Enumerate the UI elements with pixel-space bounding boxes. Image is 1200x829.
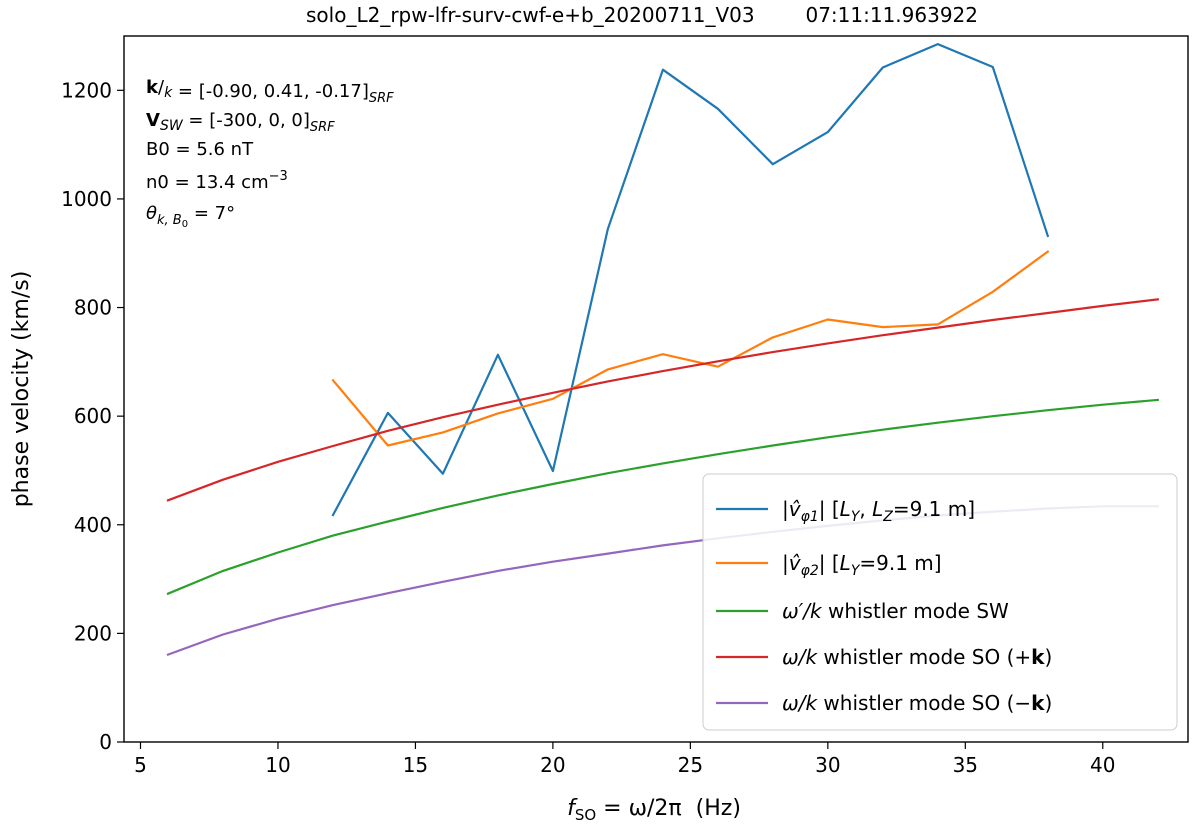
y-tick-label: 400 (74, 513, 112, 537)
legend-sub: φ2 (801, 563, 819, 579)
x-tick-label: 10 (265, 753, 290, 777)
legend-l: L (840, 497, 851, 521)
legend-bold: k (1031, 645, 1045, 669)
annotation-line-1: k/k = [-0.90, 0.41, -0.17]SRF (146, 77, 394, 106)
legend-bar: | (782, 497, 789, 521)
legend-rest: whistler mode SO (+ (817, 645, 1031, 669)
legend-l2sub: Z (882, 509, 893, 525)
y-tick-label: 1000 (61, 187, 112, 211)
legend-sub: φ1 (801, 509, 819, 525)
x-tick-label: 25 (678, 753, 703, 777)
x-axis-label-main: f (567, 796, 578, 821)
annotation-line-5: θk, B0 = 7° (146, 203, 235, 230)
x-tick-label: 15 (403, 753, 428, 777)
annotation-sub: k, B (157, 213, 182, 228)
y-tick-label: 1200 (61, 78, 112, 102)
x-axis-label: fSO = ω/2π (Hz) (567, 796, 741, 824)
legend-box (702, 473, 1178, 731)
y-axis-label: phase velocity (km/s) (9, 271, 34, 508)
annotation-line-4: n0 = 13.4 cm−3 (146, 169, 288, 193)
annotation-bold: k (146, 77, 159, 98)
legend-label-5: ω/k whistler mode SO (−k) (782, 691, 1052, 715)
y-tick-label: 600 (74, 404, 112, 428)
x-tick-label: 35 (953, 753, 978, 777)
annotation-ital-sub: k (164, 85, 173, 101)
y-tick-label: 200 (74, 621, 112, 645)
annotation-sub: SRF (369, 91, 394, 106)
plot-area (123, 35, 1189, 743)
y-tick-label: 0 (99, 730, 112, 754)
legend-l: L (840, 551, 851, 575)
x-axis: 5 10 15 20 25 30 35 40 (134, 742, 1115, 777)
legend-bracket: | [ (819, 497, 840, 521)
legend-value: =9.1 m] (893, 497, 975, 521)
legend-rest: whistler mode SO (− (817, 691, 1031, 715)
legend: |v̂φ1| [LY, LZ=9.1 m]|v̂φ2| [LY=9.1 m]ω′… (702, 473, 1178, 731)
x-axis-label-rest: = ω/2π (Hz) (596, 796, 741, 821)
legend-bar: | (782, 551, 789, 575)
legend-label-2: |v̂φ2| [LY=9.1 m] (782, 551, 942, 579)
annotation-sup: −3 (269, 169, 288, 184)
legend-end: ) (1044, 645, 1052, 669)
legend-label-4: ω/k whistler mode SO (+k) (782, 645, 1052, 669)
series-layer (166, 42, 1160, 657)
annotation-rest: = [-300, 0, 0] (183, 110, 310, 131)
annotation-mid: / (158, 77, 165, 98)
x-tick-label: 20 (540, 753, 565, 777)
legend-ital: ω/k (782, 645, 818, 669)
series-line-2 (331, 250, 1050, 447)
y-tick-label: 800 (74, 296, 112, 320)
legend-bold: k (1031, 691, 1045, 715)
legend-ital: ω/k (782, 691, 818, 715)
x-tick-label: 40 (1090, 753, 1115, 777)
legend-label-3: ω′/k whistler mode SW (782, 599, 1009, 623)
y-axis: 0 200 400 600 800 1000 1200 (61, 78, 124, 754)
legend-comma: , (859, 497, 872, 521)
legend-v: v̂ (789, 551, 802, 575)
legend-l2: L (872, 497, 883, 521)
annotation-line-2: VSW = [-300, 0, 0]SRF (146, 110, 335, 135)
annotation-sub: SRF (310, 120, 335, 135)
annotation-rest: = [-0.90, 0.41, -0.17] (172, 81, 369, 102)
series-line-1 (331, 42, 1050, 517)
series-line-3 (166, 398, 1159, 596)
annotation-ital: θ (146, 203, 157, 224)
x-tick-label: 30 (815, 753, 840, 777)
legend-bracket: | [ (819, 551, 840, 575)
annotation-sub2: 0 (182, 219, 188, 230)
annotation-text: n0 = 13.4 cm (146, 172, 269, 193)
annotation-text: B0 = 5.6 nT (146, 139, 254, 160)
legend-rest: whistler mode SW (822, 599, 1009, 623)
legend-ital: ω′/k (782, 599, 823, 623)
annotation-line-3: B0 = 5.6 nT (146, 139, 254, 160)
annotation-ital-sub: SW (160, 118, 184, 134)
legend-end: ) (1044, 691, 1052, 715)
annotation-bold: V (146, 110, 160, 131)
x-axis-label-sub: SO (575, 806, 596, 824)
series-line-4 (166, 298, 1160, 502)
legend-lsub: Y (851, 509, 861, 525)
plot-frame (123, 35, 1189, 743)
legend-lsub: Y (851, 563, 861, 579)
legend-value: =9.1 m] (859, 551, 941, 575)
legend-label-1: |v̂φ1| [LY, LZ=9.1 m] (782, 497, 975, 525)
legend-items: |v̂φ1| [LY, LZ=9.1 m]|v̂φ2| [LY=9.1 m]ω′… (716, 497, 1052, 715)
annotation-rest: = 7° (188, 203, 235, 224)
chart-title: solo_L2_rpw-lfr-surv-cwf-e+b_20200711_V0… (306, 3, 978, 27)
legend-v: v̂ (789, 497, 802, 521)
x-tick-label: 5 (134, 753, 147, 777)
